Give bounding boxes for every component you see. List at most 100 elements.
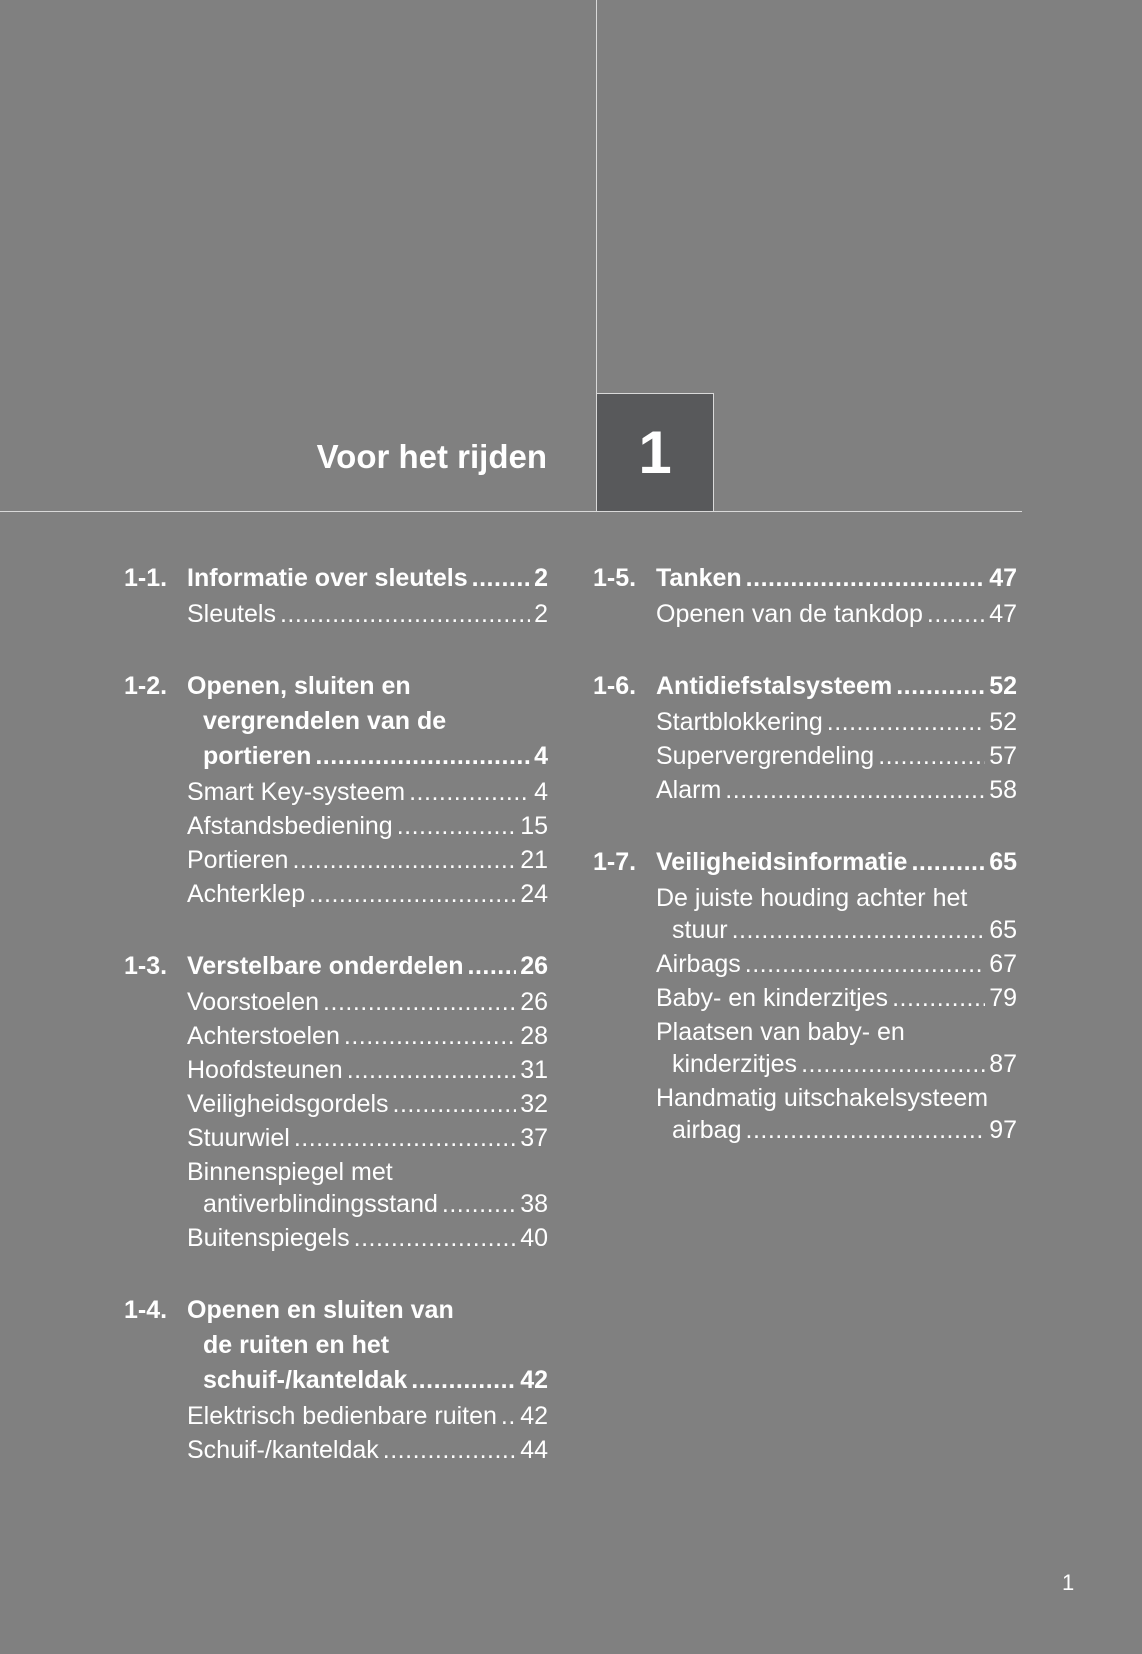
dot-leader: ........................................… <box>346 1056 517 1084</box>
entry-line: antiverblindingsstand...................… <box>187 1188 548 1220</box>
toc-entry[interactable]: Schuif-/kanteldak.......................… <box>187 1434 548 1466</box>
entry-line: Alarm...................................… <box>656 774 1017 806</box>
entry-page-number: 42 <box>520 1402 548 1430</box>
entry-line: Binnenspiegel met <box>187 1158 393 1186</box>
entry-title: Achterstoelen <box>187 1022 340 1050</box>
entry-page-number: 87 <box>989 1050 1017 1078</box>
dot-leader: ........................................… <box>744 950 985 978</box>
entry-title: Stuurwiel <box>187 1124 290 1152</box>
section-title-line: Openen, sluiten en <box>187 672 411 700</box>
section-heading[interactable]: 1-6. Antidiefstalsysteem.................… <box>593 669 1017 704</box>
entry-line: stuur...................................… <box>656 914 1017 946</box>
entry-line: Portieren...............................… <box>187 844 548 876</box>
toc-entry[interactable]: Handmatig uitschakelsysteem airbag.......… <box>656 1082 1017 1146</box>
entry-line: Startblokkering.........................… <box>656 706 1017 738</box>
section-heading[interactable]: 1-5. Tanken..............................… <box>593 561 1017 596</box>
entry-page-number: 97 <box>989 1116 1017 1144</box>
entry-page-number: 58 <box>989 776 1017 804</box>
section-title-text: Tanken <box>656 564 742 592</box>
dot-leader: ........................................… <box>323 988 517 1016</box>
section-title-line: portieren...............................… <box>187 739 548 774</box>
dot-leader: ........................................… <box>396 812 516 840</box>
section-entries: Sleutels................................… <box>187 598 548 630</box>
section-heading[interactable]: 1-2. Openen, sluiten en vergrendelen van d… <box>124 669 548 774</box>
toc-column-right: 1-5. Tanken..............................… <box>593 561 1017 1146</box>
section-title: Informatie over sleutels................… <box>187 561 548 596</box>
section-title-line: schuif-/kanteldak.......................… <box>187 1363 548 1398</box>
section-heading[interactable]: 1-1. Informatie over sleutels............… <box>124 561 548 596</box>
section-title-text: schuif-/kanteldak <box>203 1366 408 1394</box>
entry-title: Alarm <box>656 776 722 804</box>
toc-entry[interactable]: Portieren...............................… <box>187 844 548 876</box>
toc-entry[interactable]: Stuurwiel...............................… <box>187 1122 548 1154</box>
section-number: 1-7. <box>593 848 637 876</box>
dot-leader: ........................................… <box>279 600 530 628</box>
dot-leader: ........................................… <box>441 1190 517 1218</box>
toc-entry[interactable]: Hoofdsteunen............................… <box>187 1054 548 1086</box>
entry-title: Hoofdsteunen <box>187 1056 343 1084</box>
toc-entry[interactable]: Voorstoelen.............................… <box>187 986 548 1018</box>
section-title-text: portieren <box>203 742 312 770</box>
entry-title: kinderzitjes <box>672 1050 798 1078</box>
dot-leader: ........................................… <box>309 880 517 908</box>
toc-entry[interactable]: Startblokkering.........................… <box>656 706 1017 738</box>
dot-leader: ........................................… <box>292 846 516 874</box>
toc-entry[interactable]: Supervergrendeling......................… <box>656 740 1017 772</box>
entry-title: Schuif-/kanteldak <box>187 1436 379 1464</box>
toc-entry[interactable]: De juiste houding achter het stuur.......… <box>656 882 1017 946</box>
dot-leader: ........................................… <box>353 1224 517 1252</box>
toc-entry[interactable]: Achterstoelen...........................… <box>187 1020 548 1052</box>
toc-entry[interactable]: Plaatsen van baby- en kinderzitjes.......… <box>656 1016 1017 1080</box>
dot-leader: ........................................… <box>801 1050 986 1078</box>
section-number: 1-4. <box>124 1296 168 1324</box>
section-title: Veiligheidsinformatie...................… <box>656 845 1017 880</box>
dot-leader: ........................................… <box>892 984 985 1012</box>
entry-line: De juiste houding achter het <box>656 884 968 912</box>
section-heading[interactable]: 1-3. Verstelbare onderdelen..............… <box>124 949 548 984</box>
toc-column-left: 1-1. Informatie over sleutels............… <box>124 561 548 1466</box>
entry-line: Voorstoelen.............................… <box>187 986 548 1018</box>
entry-page-number: 31 <box>520 1056 548 1084</box>
section-page-number: 47 <box>989 564 1017 592</box>
entry-title: Afstandsbediening <box>187 812 393 840</box>
entry-page-number: 32 <box>520 1090 548 1118</box>
entry-line: Smart Key-systeem.......................… <box>187 776 548 808</box>
toc-entry[interactable]: Openen van de tankdop...................… <box>656 598 1017 630</box>
dot-leader: ........................................… <box>911 848 986 876</box>
entry-line: Afstandsbediening.......................… <box>187 810 548 842</box>
dot-leader: ........................................… <box>343 1022 517 1050</box>
section-entries: De juiste houding achter het stuur.......… <box>656 882 1017 1146</box>
entry-page-number: 4 <box>534 778 548 806</box>
entry-line: Handmatig uitschakelsysteem <box>656 1084 989 1112</box>
toc-entry[interactable]: Buitenspiegels..........................… <box>187 1222 548 1254</box>
entry-page-number: 2 <box>534 600 548 628</box>
dot-leader: ........................................… <box>500 1402 516 1430</box>
section-heading[interactable]: 1-4. Openen en sluiten van de ruiten en he… <box>124 1293 548 1398</box>
toc-entry[interactable]: Smart Key-systeem.......................… <box>187 776 548 808</box>
toc-entry[interactable]: Veiligheidsgordels......................… <box>187 1088 548 1120</box>
section-title-line: Verstelbare onderdelen..................… <box>187 949 548 984</box>
toc-section: 1-6. Antidiefstalsysteem.................… <box>593 669 1017 806</box>
toc-entry[interactable]: Airbags.................................… <box>656 948 1017 980</box>
entry-title: stuur <box>672 916 728 944</box>
section-heading[interactable]: 1-7. Veiligheidsinformatie...............… <box>593 845 1017 880</box>
toc-entry[interactable]: Binnenspiegel met antiverblindingsstand..… <box>187 1156 548 1220</box>
section-entries: Elektrisch bedienbare ruiten............… <box>187 1400 548 1466</box>
section-title: Openen, sluiten en vergrendelen van de por… <box>187 669 548 774</box>
entry-page-number: 57 <box>989 742 1017 770</box>
section-title-text: Veiligheidsinformatie <box>656 848 908 876</box>
toc-entry[interactable]: Baby- en kinderzitjes...................… <box>656 982 1017 1014</box>
toc-entry[interactable]: Achterklep..............................… <box>187 878 548 910</box>
dot-leader: ........................................… <box>293 1124 516 1152</box>
toc-entry[interactable]: Sleutels................................… <box>187 598 548 630</box>
section-entries: Openen van de tankdop...................… <box>656 598 1017 630</box>
section-title-line: Openen en sluiten van <box>187 1296 454 1324</box>
entry-page-number: 37 <box>520 1124 548 1152</box>
toc-entry[interactable]: Elektrisch bedienbare ruiten............… <box>187 1400 548 1432</box>
toc-entry[interactable]: Alarm...................................… <box>656 774 1017 806</box>
entry-line: Achterklep..............................… <box>187 878 548 910</box>
toc-entry[interactable]: Afstandsbediening.......................… <box>187 810 548 842</box>
entry-page-number: 40 <box>520 1224 548 1252</box>
section-page-number: 4 <box>534 742 548 770</box>
